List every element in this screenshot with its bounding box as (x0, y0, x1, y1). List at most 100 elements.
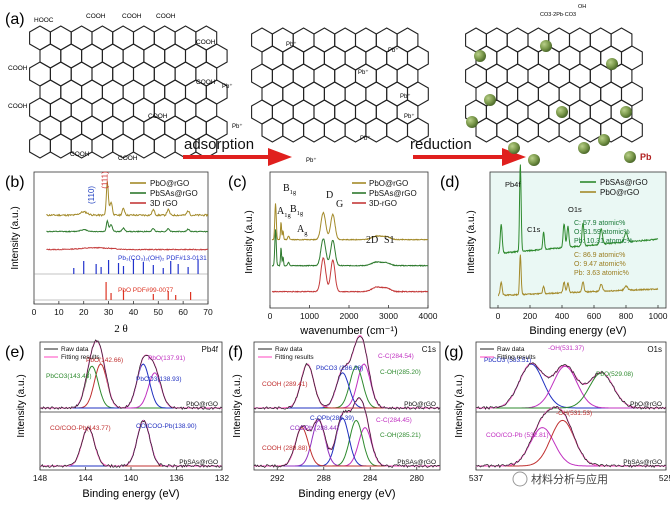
hexagon-ring (29, 133, 51, 159)
peak-label-c1s: C1s (527, 225, 541, 234)
hexagon-ring (496, 117, 519, 143)
pb-ion-2: Pb⁺ (232, 123, 243, 130)
peak-label: PbCO3 (533.51) (484, 357, 531, 364)
hexagon-ring (303, 117, 325, 143)
composition-top-line: C: 57.9 atomic% (574, 220, 625, 227)
peak-label-g: G (336, 199, 343, 210)
peak-label-subscript: g (304, 230, 308, 237)
x-tick-label: 292 (270, 473, 284, 483)
corner-label: Pb4f (202, 345, 219, 354)
panel-e-xlabel: Binding energy (eV) (82, 488, 179, 500)
peak-label-2d: 2D (366, 235, 378, 246)
group-label-cooh-4: COOH (196, 39, 216, 46)
legend-entry: PbSAs@rGO (600, 178, 648, 187)
x-tick-label: 40 (129, 307, 139, 317)
series-line-pbo-rgo (46, 181, 209, 218)
pb-legend-sphere (624, 151, 636, 163)
group-label-cooh-10: COOH (118, 155, 138, 162)
panel-e-label: (e) (5, 344, 25, 361)
panel-e-ylabel: Intensity (a.u.) (16, 374, 27, 437)
peak-label: C-OPb(286.39) (310, 415, 354, 422)
hexagon-ring (386, 117, 409, 143)
panel-f-label: (f) (228, 344, 243, 361)
x-tick-label: 70 (203, 307, 213, 317)
panel-g-label: (g) (444, 344, 464, 361)
sample-label: PbO@rGO (630, 401, 662, 408)
x-tick-label: 800 (619, 311, 633, 321)
group-label-cooh-1: COOH (86, 13, 106, 20)
x-tick-label: 537 (469, 473, 483, 483)
raw-data-line (475, 405, 667, 469)
sample-label: PbSAs@rGO (623, 459, 662, 466)
x-tick-label: 0 (268, 311, 273, 321)
pb-complex-label: CO3·2Pb·CO3 (540, 12, 576, 18)
peak-label: C-OH(285.21) (380, 432, 421, 439)
hexagon-ring (261, 117, 284, 143)
pb-ion-6: Pb⁺ (400, 93, 411, 100)
hexagon-ring (49, 133, 72, 159)
panel-c-xlabel: wavenumber (cm⁻¹) (299, 325, 398, 337)
watermark-text: 材料分析与应用 (531, 472, 608, 486)
group-label-cooh-9: COOH (70, 151, 90, 158)
peak-label: PbCO3(138.93) (136, 376, 182, 383)
composition-top-line: Pb: 10.31 atomic% (574, 238, 633, 245)
peak-label-subscript: 1g (284, 212, 291, 219)
x-tick-label: 144 (78, 473, 92, 483)
peak-label: -OH(531.37) (548, 345, 584, 352)
composition-bottom-line: O: 9.47 atomic% (574, 261, 626, 268)
peak-label: C-C(284.45) (376, 417, 412, 424)
legend-entry-raw: Raw data (497, 346, 525, 353)
peak-label: PbCO3 (286.38) (316, 365, 363, 372)
reference-label: Pb₃(CO₃)₂(OH)₂ PDF#13-0131 (118, 255, 207, 262)
x-tick-label: 50 (154, 307, 164, 317)
peak-label-d: D (326, 190, 333, 201)
x-tick-label: 288 (317, 473, 331, 483)
legend-entry: PbO@rGO (150, 179, 189, 188)
legend-entry-fit: Fitting results (61, 354, 100, 361)
series-line-pbsas-rgo (271, 229, 429, 267)
hexagon-ring (579, 117, 602, 143)
x-tick-label: 525 (659, 473, 670, 483)
group-label-cooh-2: COOH (122, 13, 142, 20)
pb-ion-4: Pb⁺ (358, 69, 369, 76)
pb-sphere (528, 154, 540, 166)
sample-label: PbSAs@rGO (397, 459, 436, 466)
legend-entry: PbO@rGO (369, 179, 408, 188)
panel-f-frame (253, 341, 441, 471)
panel-e: (e) PbO(142.66) PbCO3(143.43) PbO(137.91) P… (5, 339, 229, 500)
x-tick-label: 30 (104, 307, 114, 317)
peak-label: PbO(142.66) (86, 357, 123, 364)
peak-label-subscript: 1g (290, 189, 297, 196)
sample-label: PbO@rGO (404, 401, 436, 408)
group-label-cooh-8: COOH (148, 113, 168, 120)
peak-label: COO/CO-Pb (532.81) (486, 432, 549, 439)
pb-sphere (484, 94, 496, 106)
peak-label: CO/COO-Pb(138.90) (136, 423, 197, 430)
panel-b: (b) Pb₃(CO₃)₂(OH)₂ PDF#13-0131 PbO PDF#99… (5, 171, 213, 335)
composition-top-line: O: 31.59 atomic% (574, 229, 630, 236)
panel-d: (d) Pb4f C1s O1s C: 57.9 atomic% O: 31.59 at… (440, 164, 668, 337)
sample-label: PbSAs@rGO (179, 459, 218, 466)
panel-a: (a) HOOC COOH COOH COOH COOH COOH COOH C… (5, 4, 652, 166)
panel-b-frame (33, 171, 209, 305)
x-tick-label: 1000 (300, 311, 319, 321)
pb-ion-8: Pb⁺ (286, 41, 297, 48)
hexagon-ring (195, 133, 218, 159)
x-tick-label: 136 (169, 473, 183, 483)
reduction-label: reduction (410, 136, 472, 153)
x-tick-label: 60 (178, 307, 188, 317)
group-label-cooh-3: COOH (156, 13, 176, 20)
panel-f: (f) C-C(284.54) C-OH(285.20) PbCO3 (286.38… (228, 334, 441, 500)
pb-sphere (598, 134, 610, 146)
panel-g-ylabel: Intensity (a.u.) (454, 374, 465, 437)
series-line-pbo-rgo (497, 254, 659, 297)
series-line-pbsas-rgo (46, 219, 209, 233)
peak-label: CO/COO-Pb(143.77) (50, 425, 111, 432)
series-line-pbo-rgo (271, 203, 429, 241)
hexagon-ring (282, 117, 305, 143)
peak-label: C-OH(285.20) (380, 369, 421, 376)
pb-spheres (466, 40, 636, 166)
peak-label: -OH(531.53) (556, 410, 592, 417)
panel-d-ylabel: Intensity (a.u.) (466, 210, 477, 273)
peak-label: C-C(284.54) (378, 353, 414, 360)
